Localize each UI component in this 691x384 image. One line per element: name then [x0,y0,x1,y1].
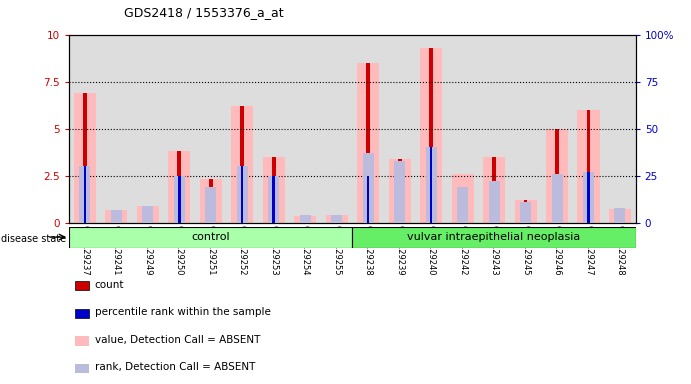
Bar [75,309,88,318]
Bar [178,176,180,223]
Bar [200,179,222,223]
Bar [263,157,285,223]
Bar [492,157,496,223]
Bar [483,157,505,223]
Bar [209,179,213,223]
Bar [478,35,510,223]
Bar [578,110,600,223]
Bar [75,364,88,373]
Bar [137,206,159,223]
Bar [420,48,442,223]
Bar [164,35,195,223]
Bar [426,147,437,223]
Bar [258,35,290,223]
Bar [75,281,88,290]
Bar [132,35,164,223]
Bar [510,35,541,223]
Text: count: count [95,280,124,290]
Text: rank, Detection Call = ABSENT: rank, Detection Call = ABSENT [95,362,255,372]
Bar [79,166,91,223]
Bar [352,227,636,248]
Bar [457,187,468,223]
Bar [272,176,275,223]
Text: disease state: disease state [1,234,66,244]
Bar [394,161,405,223]
Bar [609,209,631,223]
Bar [398,159,401,223]
Bar [546,129,568,223]
Bar [205,187,216,223]
Text: vulvar intraepithelial neoplasia: vulvar intraepithelial neoplasia [408,232,580,242]
Text: value, Detection Call = ABSENT: value, Detection Call = ABSENT [95,335,260,345]
Bar [583,172,594,223]
Text: percentile rank within the sample: percentile rank within the sample [95,307,270,317]
Text: GDS2418 / 1553376_a_at: GDS2418 / 1553376_a_at [124,6,284,19]
Bar [83,93,87,223]
Bar [451,174,473,223]
Bar [69,35,101,223]
Bar [241,166,243,223]
Bar [515,200,536,223]
Bar [573,35,604,223]
Bar [142,206,153,223]
Bar [415,35,447,223]
Bar [604,35,636,223]
Bar [363,153,374,223]
Bar [429,48,433,223]
Bar [240,106,244,223]
Bar [195,35,227,223]
Bar [178,151,181,223]
Bar [168,151,190,223]
Text: control: control [191,232,230,242]
Bar [321,35,352,223]
Bar [111,210,122,223]
Bar [325,215,348,223]
Bar [367,176,370,223]
Bar [430,147,433,223]
Bar [524,200,527,223]
Bar [237,166,248,223]
Bar [231,106,253,223]
Bar [366,63,370,223]
Bar [587,110,590,223]
Bar [227,35,258,223]
Bar [331,215,342,223]
Bar [173,176,184,223]
Bar [69,227,352,248]
Bar [74,93,96,223]
Bar [384,35,415,223]
Bar [290,35,321,223]
Bar [555,129,559,223]
Bar [447,35,478,223]
Bar [268,176,279,223]
Bar [352,35,384,223]
Bar [357,63,379,223]
Bar [541,35,573,223]
Bar [614,208,625,223]
Bar [587,172,589,223]
Bar [294,216,316,223]
Bar [300,215,311,223]
Bar [84,166,86,223]
Bar [75,336,88,346]
Bar [489,181,500,223]
Bar [520,202,531,223]
Bar [105,210,127,223]
Bar [101,35,132,223]
Bar [272,157,276,223]
Bar [551,174,562,223]
Bar [388,159,410,223]
